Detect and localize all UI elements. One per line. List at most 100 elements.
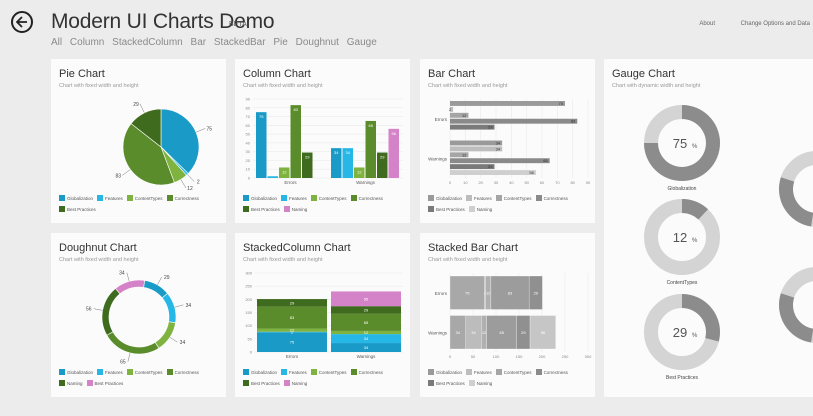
category-label: Errors [284, 180, 297, 185]
doughnut-slice [143, 280, 168, 299]
legend-item: Best Practices [59, 204, 96, 215]
nav-stackedcolumn[interactable]: StackedColumn [112, 37, 183, 48]
bar [450, 146, 503, 152]
legend-swatch [310, 195, 317, 201]
legend-label: ContentTypes [318, 196, 347, 201]
tick-label: 0 [449, 180, 452, 185]
tick-label: 100 [493, 354, 500, 359]
data-label: 34 [456, 330, 461, 335]
column-bar [354, 167, 365, 178]
nav-gauge[interactable]: Gauge [346, 37, 377, 48]
category-label: Warnings [428, 156, 448, 161]
stacked-segment [331, 306, 401, 314]
nav-all[interactable]: All [51, 37, 63, 48]
column-bar [388, 128, 399, 178]
legend-item: Globalization [428, 193, 462, 204]
stacked-segment [490, 275, 530, 310]
change-options-link[interactable]: Change Options and Data [740, 21, 810, 27]
back-button[interactable] [11, 11, 33, 33]
data-label: 29 [488, 125, 493, 130]
pie-chart-card[interactable]: Pie Chart Chart with fixed width and hei… [51, 59, 226, 223]
doughnut-slice [114, 279, 146, 295]
category-label: Errors [435, 117, 448, 122]
tick-label: 300 [245, 271, 252, 276]
legend-item: ContentTypes [310, 193, 347, 204]
card-subtitle: Chart with fixed width and height [59, 83, 139, 89]
leader-line [139, 103, 145, 113]
legend-swatch [243, 195, 249, 201]
data-label: 56 [529, 170, 534, 175]
data-label: 56 [364, 296, 369, 301]
nav-stackedbar[interactable]: StackedBar [213, 37, 266, 48]
tick-label: 150 [516, 354, 523, 359]
gauge-unit: % [692, 238, 698, 244]
data-label: 12 [364, 330, 369, 335]
doughnut-slice [161, 292, 177, 324]
column-bar [279, 167, 290, 178]
card-title: Stacked Bar Chart [428, 242, 518, 254]
legend-item: Correctness [166, 367, 199, 378]
legend-swatch [86, 380, 93, 386]
legend-label: Best Practices [436, 207, 465, 212]
nav-bar[interactable]: Bar [190, 37, 207, 48]
tick-label: 0 [449, 354, 452, 359]
legend-label: Best Practices [67, 207, 96, 212]
nav-pie[interactable]: Pie [273, 37, 288, 48]
legend-swatch [243, 380, 249, 386]
legend-item: Features [281, 367, 307, 378]
app-title: Modern UI Charts Demo [51, 10, 275, 33]
tick-label: 0 [248, 176, 251, 181]
legend-label: Globalization [436, 196, 463, 201]
legend-swatch [97, 195, 104, 201]
legend-item: Correctness [350, 367, 383, 378]
legend-label: Best Practices [436, 381, 465, 386]
data-label: 34 [119, 271, 125, 277]
data-label: 29 [364, 307, 369, 312]
bar [450, 158, 550, 164]
gauge-label: Best Practices [666, 375, 698, 381]
legend-swatch [166, 369, 173, 375]
stackedbar-chart-card[interactable]: Stacked Bar Chart Chart with fixed width… [420, 233, 595, 397]
leader-line [195, 128, 206, 133]
data-label: 2 [197, 180, 200, 186]
leader-line [126, 272, 130, 282]
data-label: 75 [206, 126, 212, 132]
legend-label: ContentTypes [503, 370, 532, 375]
data-label: 75 [559, 101, 564, 106]
data-label: 34 [180, 340, 186, 346]
category-label: Errors [435, 291, 448, 296]
tick-label: 90 [246, 97, 251, 102]
legend-item: Naming [468, 378, 492, 389]
legend-swatch [243, 206, 249, 212]
tick-label: 50 [471, 354, 476, 359]
bar-chart-card[interactable]: Bar Chart Chart with fixed width and hei… [420, 59, 595, 223]
legend-label: Best Practices [251, 207, 280, 212]
about-link[interactable]: About [699, 21, 715, 27]
chart-legend: Globalization Features ContentTypes Correct… [243, 193, 408, 215]
doughnut-chart-card[interactable]: Doughnut Chart Chart with fixed width an… [51, 233, 226, 397]
nav-doughnut[interactable]: Doughnut [295, 37, 339, 48]
data-label: 65 [364, 320, 369, 325]
category-label: Warnings [428, 330, 448, 335]
legend-label: Naming [291, 381, 308, 386]
legend-item: Features [466, 367, 492, 378]
gauge-fill-partial [779, 177, 813, 227]
bar [450, 152, 469, 158]
bar [450, 140, 503, 146]
column-bar [331, 148, 342, 178]
tick-label: 10 [463, 180, 468, 185]
card-subtitle: Chart with fixed width and height [428, 257, 508, 263]
legend-item: Best Practices [86, 378, 123, 389]
data-label: 29 [380, 155, 385, 160]
stackedcolumn-chart-card[interactable]: StackedColumn Chart Chart with fixed wid… [235, 233, 410, 397]
legend-label: Features [105, 196, 123, 201]
gauge-chart-card[interactable]: Gauge Chart Chart with dynamic width and… [604, 59, 813, 397]
stacked-segment [331, 334, 401, 344]
column-chart-card[interactable]: Column Chart Chart with fixed width and … [235, 59, 410, 223]
data-label: 65 [500, 330, 505, 335]
card-title: Column Chart [243, 68, 311, 80]
legend-swatch [283, 206, 290, 212]
tick-label: 70 [246, 114, 251, 119]
data-label: 34 [496, 146, 501, 151]
nav-column[interactable]: Column [69, 37, 105, 48]
